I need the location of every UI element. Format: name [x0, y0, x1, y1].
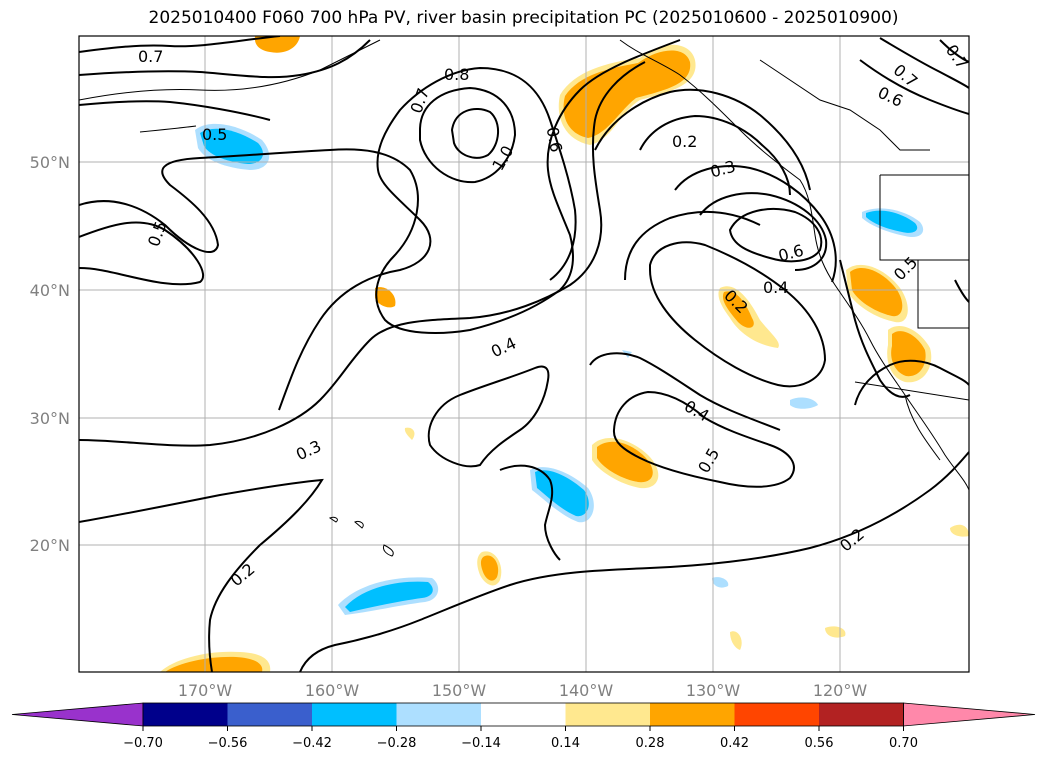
- lon-label: 140°W: [559, 681, 614, 700]
- lon-axis: 170°W 160°W 150°W 140°W 130°W 120°W: [178, 681, 868, 700]
- colorbar-tick-label: −0.42: [292, 736, 332, 751]
- contour-label: 0.8: [444, 65, 469, 84]
- chart-title: 2025010400 F060 700 hPa PV, river basin …: [148, 8, 899, 28]
- contour-label: 0.6: [543, 125, 566, 153]
- lat-label: 50°N: [30, 153, 70, 172]
- precip-shading: [160, 36, 969, 672]
- lat-label: 30°N: [30, 409, 70, 428]
- contour-label: 0.5: [202, 125, 227, 144]
- colorbar-tick-label: −0.14: [461, 736, 501, 751]
- map-panel: 0.7 0.5 0.5 0.8 0.7 1.0 0.6 0.2 0.3 0.6 …: [79, 36, 969, 672]
- colorbar-extend-high: [903, 702, 1036, 727]
- contour-label: 0.4: [763, 278, 788, 297]
- colorbar: −0.70 −0.56 −0.42 −0.28 −0.14 0.14 0.28 0.42 0.5…: [11, 702, 1036, 751]
- colorbar-extend-low: [11, 702, 144, 727]
- lon-label: 120°W: [813, 681, 868, 700]
- colorbar-segment: [734, 703, 820, 726]
- contour-label: 0.2: [672, 132, 697, 151]
- colorbar-segment: [227, 703, 313, 726]
- lon-label: 150°W: [432, 681, 487, 700]
- contour-label: 0.7: [138, 47, 163, 66]
- lat-axis: 50°N 40°N 30°N 20°N: [30, 153, 70, 555]
- colorbar-outline: [142, 702, 904, 727]
- colorbar-tick-label: 0.42: [720, 736, 749, 751]
- colorbar-segment: [650, 703, 735, 726]
- colorbar-tick-label: −0.56: [208, 736, 248, 751]
- pv-contours: [79, 36, 969, 672]
- colorbar-tick-label: −0.70: [123, 736, 163, 751]
- colorbar-segment: [396, 703, 482, 726]
- lon-label: 130°W: [686, 681, 741, 700]
- colorbar-tick-label: −0.28: [377, 736, 417, 751]
- colorbar-segment: [481, 703, 566, 726]
- colorbar-tick-label: 0.28: [636, 736, 665, 751]
- map-border: [78, 35, 970, 673]
- colorbar-segment: [143, 703, 228, 726]
- colorbar-tick-label: 0.56: [805, 736, 834, 751]
- lat-label: 20°N: [30, 536, 70, 555]
- colorbar-segment: [312, 703, 397, 726]
- colorbar-segment: [819, 703, 904, 726]
- colorbar-segment: [565, 703, 651, 726]
- lon-label: 170°W: [178, 681, 233, 700]
- lat-label: 40°N: [30, 281, 70, 300]
- lon-label: 160°W: [305, 681, 360, 700]
- colorbar-tick-label: 0.70: [889, 736, 918, 751]
- colorbar-tick-label: 0.14: [551, 736, 580, 751]
